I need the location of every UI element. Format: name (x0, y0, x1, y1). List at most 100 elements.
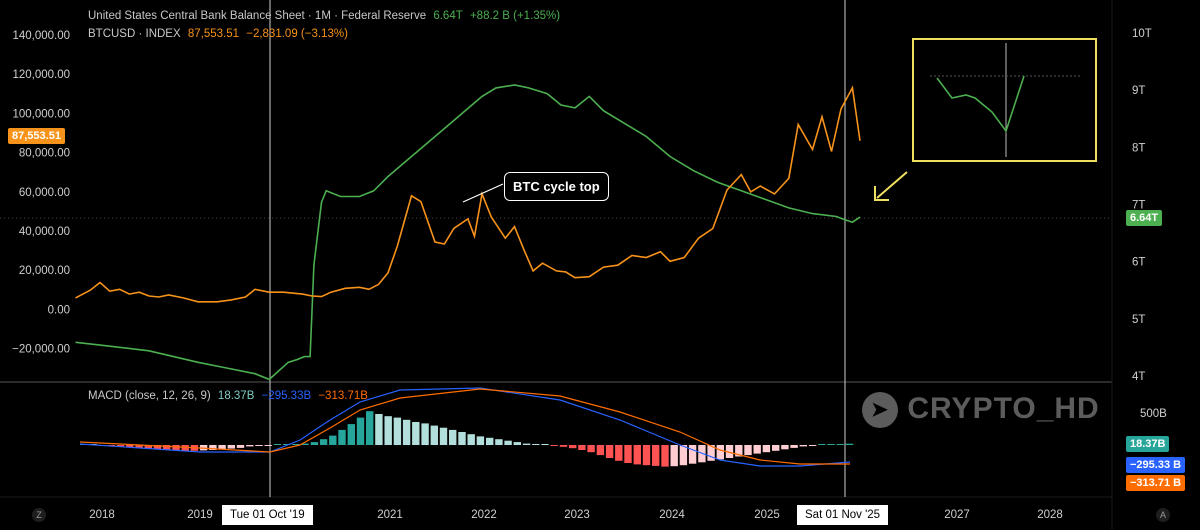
macd-hist-bar (449, 429, 457, 445)
right-axis-tick: 8T (1132, 142, 1145, 154)
fed-balance-series (75, 84, 861, 381)
macd-hist-bar (633, 445, 641, 465)
x-axis-tick: 2022 (471, 509, 497, 521)
macd-hist-bar (135, 445, 143, 448)
macd-hist-pill: 18.37B (1126, 436, 1170, 452)
macd-hist-bar (439, 427, 448, 445)
macd-hist-bar (486, 437, 494, 445)
macd-hist-bar (430, 425, 438, 445)
left-axis-tick: −20,000.00 (12, 344, 70, 356)
x-axis-tick: 2024 (659, 509, 685, 521)
macd-hist-bar (679, 445, 688, 466)
macd-hist-bar (329, 435, 337, 445)
highlight-box (912, 38, 1097, 162)
macd-legend-line: −295.33B (261, 390, 312, 402)
macd-hist-bar (264, 445, 272, 446)
left-price-axis: 140,000.00 120,000.00 100,000.00 80,000.00 6… (12, 30, 70, 356)
macd-hist-bar (301, 443, 309, 445)
btc-cycle-top-callout: BTC cycle top (504, 172, 609, 201)
macd-signal-pill: −313.71 B (1126, 475, 1186, 491)
macd-hist-bar (845, 443, 854, 445)
right-axis-tick: 4T (1132, 371, 1145, 383)
x-axis-tick: 2019 (187, 509, 213, 521)
left-axis-tick: 0.00 (48, 304, 70, 316)
macd-hist-bar (827, 444, 835, 445)
macd-hist-bar (172, 445, 180, 451)
macd-hist-bar (707, 445, 715, 461)
x-axis-tick: 2023 (564, 509, 590, 521)
macd-hist-bar (209, 445, 217, 450)
x-axis-tick: 2021 (377, 509, 403, 521)
macd-hist-bar (218, 445, 226, 450)
macd-hist-bar (504, 440, 512, 445)
macd-hist-bar (227, 445, 235, 449)
macd-hist-bar (688, 445, 697, 464)
macd-hist-bar (605, 445, 614, 458)
macd-hist-bar (652, 445, 660, 466)
macd-hist-bar (541, 444, 549, 445)
macd-hist-bar (532, 444, 540, 445)
macd-hist-bar (310, 442, 319, 445)
macd-hist-bar (753, 445, 761, 454)
macd-hist-bar (144, 445, 152, 449)
macd-hist-bar (735, 445, 743, 457)
macd-hist-bar (384, 416, 392, 445)
fed-legend-value: 6.64T (433, 10, 463, 22)
macd-hist-bar (246, 445, 254, 447)
macd-axis-tick: 500B (1140, 408, 1167, 420)
macd-legend-hist: 18.37B (217, 390, 255, 402)
macd-hist-bar (476, 436, 485, 445)
zoom-button[interactable]: Z (32, 508, 46, 522)
macd-hist-bar (467, 434, 475, 445)
macd-hist-bar (366, 411, 374, 445)
macd-hist-bar (495, 439, 503, 445)
time-axis: 2018 2019 2021 2022 2023 2024 2025 2027 2028 (89, 509, 1063, 521)
macd-hist-bar (347, 424, 355, 445)
macd-hist-bar (550, 445, 558, 446)
right-axis-tick: 7T (1132, 200, 1145, 212)
btc-legend: BTCUSD · INDEX 87,553.51 −2,831.09 (−3.1… (88, 28, 352, 40)
macd-hist-bar (153, 445, 162, 450)
macd-hist-bar (670, 445, 678, 467)
right-axis-tick: 10T (1132, 28, 1152, 40)
fed-legend-change: +88.2 B (+1.35%) (469, 10, 561, 22)
macd-hist-bar (624, 445, 632, 463)
macd-hist-bar (181, 445, 189, 451)
macd-hist-bar (412, 422, 420, 445)
macd-hist-bar (163, 445, 171, 450)
btc-legend-change: −2,831.09 (−3.13%) (246, 28, 348, 40)
macd-hist-bar (799, 445, 807, 447)
macd-hist-bar (587, 445, 595, 453)
left-axis-tick: 140,000.00 (12, 30, 70, 42)
macd-hist-bar (744, 445, 752, 456)
macd-hist-bar (255, 445, 263, 446)
macd-hist-bar (661, 445, 669, 467)
crosshair-right-date: Sat 01 Nov '25 (797, 505, 889, 525)
fed-legend-title: United States Central Bank Balance Sheet… (88, 10, 427, 22)
left-axis-tick: 120,000.00 (12, 69, 70, 81)
macd-signal-line (79, 388, 850, 465)
macd-hist-bar (716, 445, 724, 460)
left-axis-tick: 60,000.00 (19, 187, 70, 199)
macd-hist-bar (393, 417, 402, 445)
macd-line (79, 387, 851, 467)
macd-hist-bar (808, 445, 817, 446)
btc-legend-value: 87,553.51 (187, 28, 240, 40)
fed-value-pill: 6.64T (1126, 210, 1163, 226)
macd-hist-bar (356, 417, 365, 445)
macd-hist-bar (458, 432, 466, 445)
macd-hist-bar (772, 445, 780, 451)
x-axis-tick: 2018 (89, 509, 115, 521)
auto-scale-button[interactable]: A (1156, 508, 1170, 522)
btcusd-series (75, 85, 861, 303)
macd-hist-bar (513, 442, 521, 445)
crosshair-left-date: Tue 01 Oct '19 (222, 505, 313, 525)
macd-hist-bar (421, 423, 429, 445)
macd-hist-bar (559, 445, 568, 447)
macd-hist-bar (615, 445, 623, 461)
macd-hist-bar (725, 445, 734, 458)
left-axis-tick: 80,000.00 (19, 148, 70, 160)
macd-legend-signal: −313.71B (318, 390, 368, 402)
macd-hist-bar (283, 444, 291, 445)
